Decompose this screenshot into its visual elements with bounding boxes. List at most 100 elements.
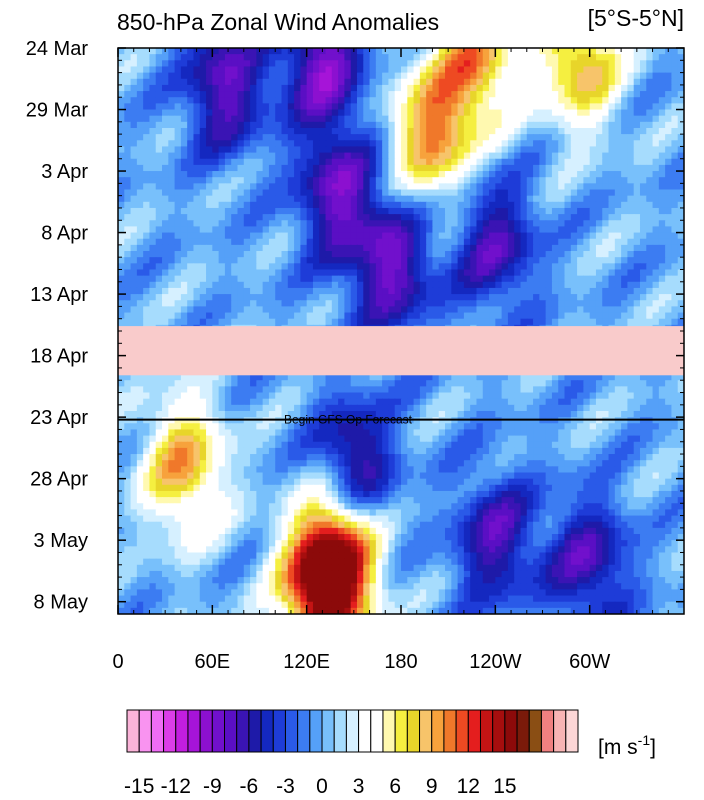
anomaly-cell	[218, 195, 226, 203]
anomaly-cell	[268, 386, 276, 394]
anomaly-cell	[445, 281, 452, 289]
anomaly-cell	[149, 201, 157, 209]
anomaly-cell	[363, 263, 371, 271]
anomaly-cell	[401, 318, 408, 326]
anomaly-cell	[143, 386, 151, 394]
anomaly-cell	[646, 103, 654, 111]
anomaly-cell	[658, 97, 666, 104]
anomaly-cell	[646, 214, 654, 221]
anomaly-cell	[350, 380, 358, 387]
anomaly-cell	[413, 146, 421, 154]
anomaly-cell	[375, 91, 383, 98]
anomaly-cell	[489, 134, 496, 141]
anomaly-cell	[124, 374, 132, 381]
anomaly-cell	[577, 207, 584, 215]
anomaly-cell	[375, 97, 383, 104]
anomaly-cell	[136, 177, 144, 184]
anomaly-cell	[325, 103, 333, 111]
anomaly-cell	[281, 54, 289, 61]
anomaly-cell	[350, 275, 358, 283]
anomaly-cell	[256, 84, 264, 92]
anomaly-cell	[545, 374, 553, 381]
anomaly-cell	[143, 164, 151, 172]
anomaly-cell	[187, 201, 195, 209]
anomaly-cell	[470, 374, 478, 381]
anomaly-cell	[294, 318, 301, 326]
anomaly-cell	[564, 121, 572, 129]
anomaly-cell	[268, 214, 276, 221]
anomaly-cell	[570, 97, 578, 104]
anomaly-cell	[124, 78, 132, 86]
anomaly-cell	[187, 251, 195, 258]
anomaly-cell	[356, 226, 364, 234]
anomaly-cell	[262, 164, 270, 172]
anomaly-cell	[482, 281, 490, 289]
anomaly-cell	[375, 380, 383, 387]
anomaly-cell	[451, 121, 459, 129]
anomaly-cell	[407, 84, 415, 92]
anomaly-cell	[407, 312, 415, 320]
anomaly-cell	[507, 380, 515, 387]
anomaly-cell	[432, 140, 440, 148]
anomaly-cell	[495, 48, 503, 55]
anomaly-cell	[294, 177, 301, 184]
anomaly-cell	[382, 164, 390, 172]
anomaly-cell	[419, 275, 427, 283]
anomaly-cell	[614, 269, 622, 277]
anomaly-cell	[457, 60, 465, 68]
anomaly-cell	[155, 84, 163, 92]
anomaly-cell	[243, 269, 251, 277]
anomaly-cell	[356, 91, 364, 98]
anomaly-cell	[507, 115, 515, 123]
anomaly-cell	[501, 207, 509, 215]
anomaly-cell	[633, 60, 641, 68]
anomaly-cell	[558, 312, 566, 320]
anomaly-cell	[344, 152, 352, 160]
anomaly-cell	[463, 269, 471, 277]
anomaly-cell	[413, 226, 421, 234]
anomaly-cell	[639, 318, 647, 326]
anomaly-cell	[589, 54, 597, 61]
anomaly-cell	[489, 312, 496, 320]
anomaly-cell	[300, 48, 308, 55]
anomaly-cell	[457, 72, 465, 80]
anomaly-cell	[545, 158, 553, 166]
anomaly-cell	[338, 207, 345, 215]
anomaly-cell	[564, 152, 572, 160]
anomaly-cell	[589, 238, 597, 246]
anomaly-cell	[388, 158, 396, 166]
anomaly-cell	[193, 177, 201, 184]
anomaly-cell	[463, 121, 471, 129]
anomaly-cell	[319, 66, 327, 74]
anomaly-cell	[369, 60, 377, 68]
anomaly-cell	[564, 380, 572, 387]
anomaly-cell	[306, 195, 314, 203]
anomaly-cell	[394, 60, 402, 68]
anomaly-cell	[608, 121, 616, 129]
anomaly-cell	[394, 121, 402, 129]
anomaly-cell	[677, 195, 684, 203]
anomaly-cell	[363, 183, 371, 191]
anomaly-cell	[426, 134, 434, 141]
anomaly-cell	[268, 238, 276, 246]
anomaly-cell	[262, 232, 270, 240]
anomaly-cell	[633, 91, 641, 98]
anomaly-cell	[539, 164, 547, 172]
anomaly-cell	[432, 244, 440, 252]
anomaly-cell	[331, 195, 339, 203]
anomaly-cell	[256, 214, 264, 221]
anomaly-cell	[143, 121, 151, 129]
anomaly-cell	[545, 97, 553, 104]
anomaly-cell	[155, 60, 163, 68]
anomaly-cell	[438, 214, 446, 221]
anomaly-cell	[306, 207, 314, 215]
anomaly-cell	[438, 158, 446, 166]
anomaly-cell	[608, 66, 616, 74]
anomaly-cell	[275, 78, 283, 86]
anomaly-cell	[627, 275, 635, 283]
anomaly-cell	[143, 263, 151, 271]
hovmoller-plot	[118, 48, 684, 614]
anomaly-cell	[350, 251, 358, 258]
anomaly-cell	[451, 214, 459, 221]
anomaly-cell	[268, 158, 276, 166]
